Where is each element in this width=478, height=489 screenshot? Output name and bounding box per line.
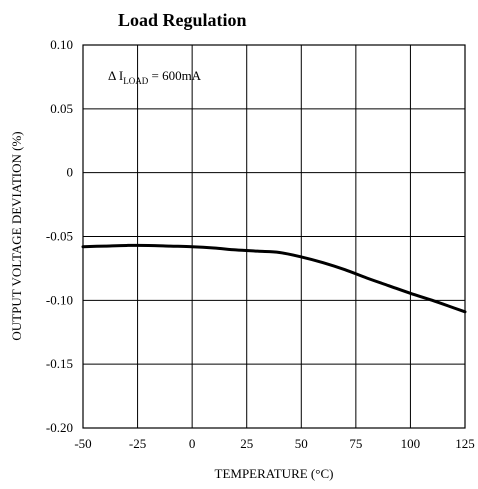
y-tick-label: 0.10 xyxy=(50,37,73,52)
annotation-suffix: = 600mA xyxy=(148,68,201,83)
plot-frame xyxy=(82,44,466,429)
x-axis-label: TEMPERATURE (°C) xyxy=(215,466,334,481)
x-tick-label: -25 xyxy=(129,436,146,451)
x-tick-label: 25 xyxy=(240,436,253,451)
annotation-prefix: Δ I xyxy=(108,68,123,83)
y-tick-label: -0.05 xyxy=(46,229,73,244)
x-tick-label: 125 xyxy=(455,436,475,451)
delta-i-load-annotation: Δ ILOAD = 600mA xyxy=(108,68,202,86)
y-tick-label: -0.15 xyxy=(46,356,73,371)
x-tick-label: -50 xyxy=(74,436,91,451)
y-axis-label: OUTPUT VOLTAGE DEVIATION (%) xyxy=(9,131,24,340)
tick-labels: -50 -25 0 25 50 75 100 125 0.10 0.05 0 -0.05 -0.10 -0… xyxy=(46,37,475,451)
y-tick-label: 0 xyxy=(67,165,74,180)
chart-title: Load Regulation xyxy=(118,10,247,30)
grid xyxy=(83,45,465,428)
y-tick-label: -0.20 xyxy=(46,420,73,435)
x-tick-label: 100 xyxy=(401,436,421,451)
x-tick-label: 50 xyxy=(295,436,308,451)
series-layer xyxy=(81,243,467,314)
y-tick-label: -0.10 xyxy=(46,292,73,307)
y-tick-label: 0.05 xyxy=(50,101,73,116)
annotation-subscript: LOAD xyxy=(123,76,148,86)
series-line xyxy=(81,243,467,314)
x-tick-label: 0 xyxy=(189,436,196,451)
x-tick-label: 75 xyxy=(349,436,362,451)
